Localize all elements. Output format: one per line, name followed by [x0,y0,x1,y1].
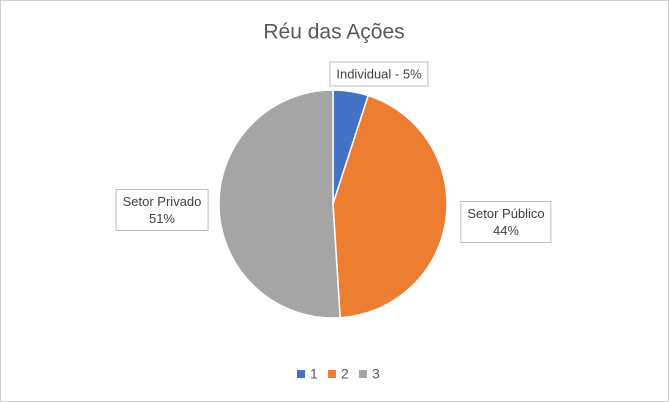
data-label: Setor Público 44% [460,201,552,243]
legend-swatch [359,370,367,378]
legend-swatch [328,370,336,378]
data-label: Setor Privado 51% [115,189,209,231]
pie-slice [218,89,341,319]
legend-label: 1 [310,366,318,382]
chart-title: Réu das Ações [263,21,404,44]
legend-swatch [297,370,305,378]
legend-label: 3 [372,366,380,382]
data-label: Individual - 5% [329,61,429,87]
pie-slice [332,94,448,319]
legend-label: 2 [341,366,349,382]
